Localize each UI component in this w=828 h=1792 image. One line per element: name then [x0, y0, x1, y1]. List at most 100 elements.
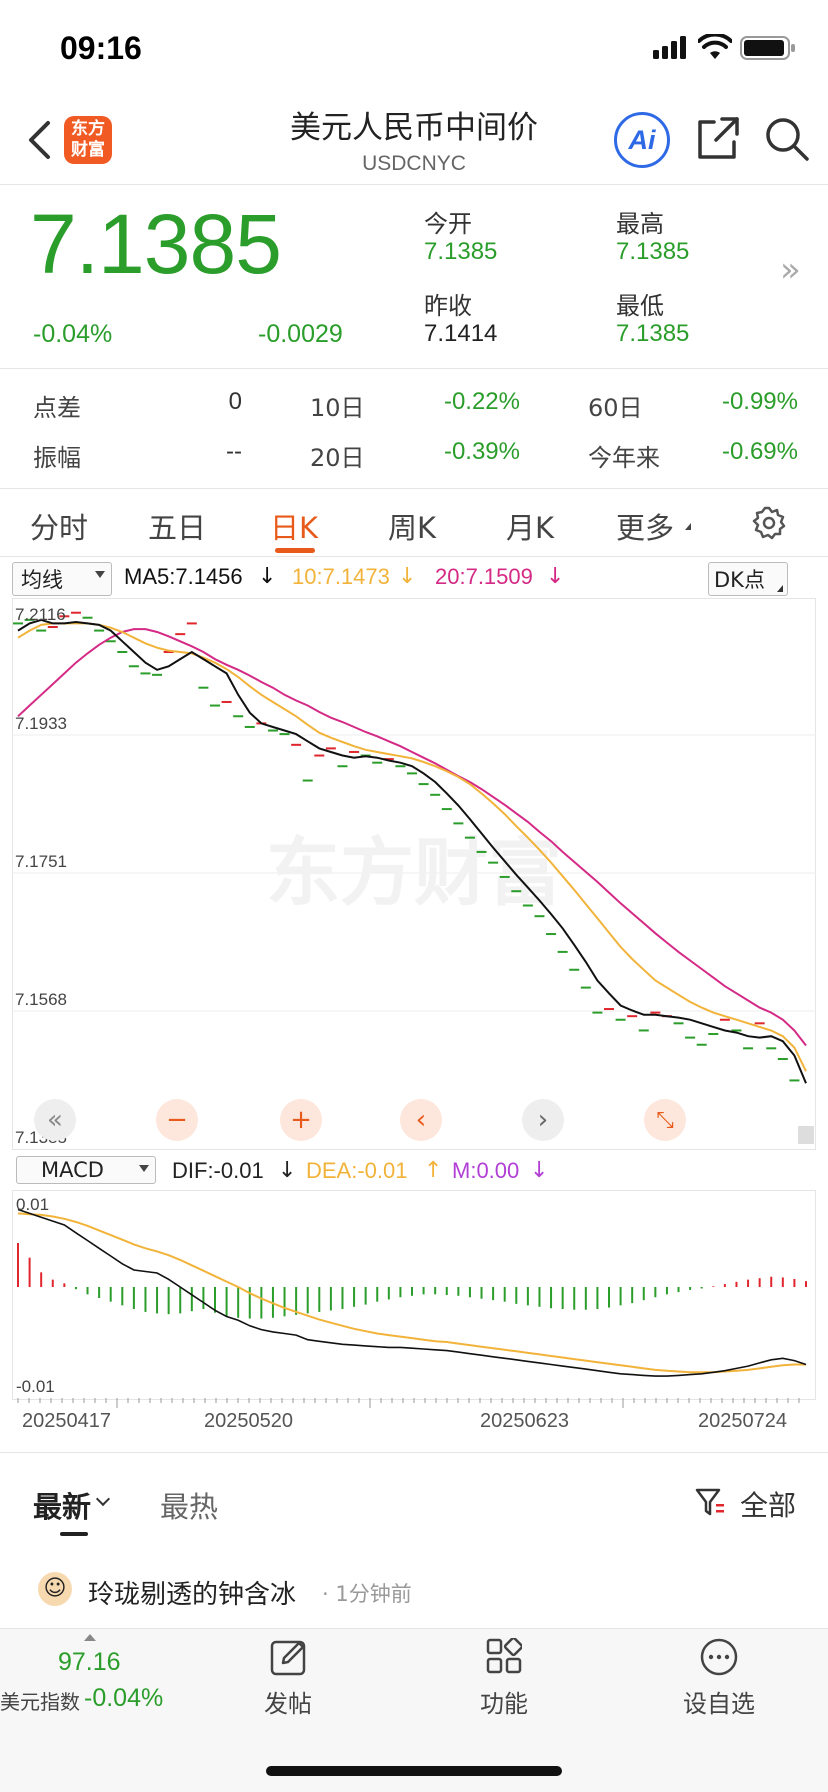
chart-watermark: 东方财富: [266, 830, 562, 916]
kline-frame: [12, 598, 816, 1150]
low-label: 最低: [616, 292, 664, 320]
bottom-toolbar: [0, 1628, 828, 1792]
macd-select-label: MACD: [41, 1158, 104, 1182]
logo-text-1: 东方: [71, 119, 105, 139]
ma5-line: [17, 618, 807, 1084]
stat-value-ytd: -0.69%: [721, 438, 798, 465]
stat-label-amplitude: 振幅: [33, 444, 81, 472]
scroll-left-button[interactable]: ‹: [400, 1099, 442, 1141]
ai-button[interactable]: Ai: [614, 112, 670, 168]
dk-caret-icon: [777, 585, 783, 592]
tab-five-day[interactable]: 五日: [148, 511, 207, 545]
m-down-arrow-icon: ↓: [530, 1158, 549, 1183]
scroll-left-fast-button[interactable]: «: [34, 1099, 76, 1141]
zoom-out-button[interactable]: −: [156, 1099, 198, 1141]
tab-more[interactable]: 更多: [616, 511, 675, 545]
kline-chart[interactable]: 东方财富 7.2116 7.1933 7.1751 7.1568 7.1385: [12, 598, 816, 1150]
low-value: 7.1385: [616, 320, 690, 347]
dollar-index-name[interactable]: 美元指数: [0, 1690, 80, 1714]
stat-value-spread: 0: [228, 388, 242, 415]
stat-label-ytd: 今年来: [588, 444, 660, 472]
dk-point-label: DK点: [714, 568, 765, 592]
dk-point-button[interactable]: DK点: [708, 562, 788, 596]
x-tick-label: 20250623: [480, 1410, 569, 1432]
app-logo: 东方 财富: [64, 116, 112, 164]
tab-weekly-k[interactable]: 周K: [388, 511, 437, 545]
prev-close-label: 昨收: [424, 292, 472, 320]
dif-legend: DIF:-0.01: [172, 1158, 264, 1183]
open-label: 今开: [424, 210, 472, 238]
ma5-legend: MA5:7.1456: [124, 564, 243, 589]
tab-intraday[interactable]: 分时: [30, 511, 89, 545]
current-price: 7.1385: [30, 197, 282, 291]
functions-grid-icon[interactable]: [486, 1638, 522, 1674]
search-icon[interactable]: [764, 116, 810, 162]
filter-icon[interactable]: [694, 1486, 726, 1518]
back-arrow-icon[interactable]: [26, 120, 52, 160]
change-percent: -0.04%: [33, 320, 113, 348]
select-caret-icon: [95, 571, 105, 578]
indicator-select[interactable]: 均线: [12, 562, 112, 596]
user-avatar[interactable]: ☺: [38, 1572, 72, 1606]
tab-daily-k[interactable]: 日K: [270, 511, 319, 545]
comment-time: · 1分钟前: [322, 1582, 412, 1606]
y-tick-label: 7.1751: [15, 852, 67, 871]
prev-close-value: 7.1414: [424, 320, 498, 347]
macd-chart[interactable]: 0.01 -0.01: [12, 1190, 816, 1400]
settings-gear-icon[interactable]: [752, 506, 786, 540]
expand-ticker-icon[interactable]: [84, 1634, 96, 1641]
m-legend: M:0.00: [452, 1158, 520, 1183]
post-label[interactable]: 发帖: [264, 1690, 312, 1718]
expand-quote-icon[interactable]: »: [780, 250, 801, 290]
home-indicator: [266, 1766, 562, 1776]
dif-line: [17, 1208, 807, 1377]
open-value: 7.1385: [424, 238, 498, 265]
tab-hot[interactable]: 最热: [160, 1490, 219, 1524]
x-tick-label: 20250520: [204, 1410, 293, 1432]
ma10-legend: 10:7.1473: [292, 564, 390, 589]
stat-label-spread: 点差: [33, 394, 81, 422]
dea-line: [17, 1212, 806, 1374]
stat-label-10d: 10日: [310, 394, 365, 422]
add-watchlist-icon[interactable]: [700, 1638, 738, 1676]
tab-latest[interactable]: 最新: [33, 1490, 92, 1524]
last-price-marker: [798, 1126, 814, 1144]
high-label: 最高: [616, 210, 664, 238]
y-tick-label: 7.1933: [15, 714, 67, 733]
macd-caret-icon: [139, 1165, 149, 1172]
dif-down-arrow-icon: ↓: [278, 1158, 297, 1183]
change-absolute: -0.0029: [258, 320, 343, 348]
y-tick-label: 7.1568: [15, 990, 67, 1009]
tab-monthly-k[interactable]: 月K: [506, 511, 555, 545]
stat-label-20d: 20日: [310, 444, 365, 472]
dollar-index-change[interactable]: -0.04%: [84, 1684, 164, 1712]
logo-text-2: 财富: [71, 140, 105, 160]
kline-gridlines: [12, 734, 816, 1012]
ma5-down-arrow-icon: ↓: [258, 564, 277, 589]
dea-legend: DEA:-0.01: [306, 1158, 408, 1183]
scroll-right-button[interactable]: ›: [522, 1099, 564, 1141]
quote-divider: [0, 368, 828, 369]
high-value: 7.1385: [616, 238, 690, 265]
tabs-divider: [0, 556, 828, 557]
dea-up-arrow-icon: ↑: [424, 1158, 443, 1183]
comment-username[interactable]: 玲珑剔透的钟含冰: [88, 1580, 297, 1610]
post-edit-icon[interactable]: [270, 1638, 308, 1676]
ai-label: Ai: [628, 125, 656, 155]
macd-select[interactable]: MACD: [16, 1156, 156, 1184]
active-tab-underline: [275, 548, 315, 553]
fullscreen-button[interactable]: ⤡: [644, 1099, 686, 1141]
share-icon[interactable]: [696, 116, 740, 160]
dollar-index-value[interactable]: 97.16: [58, 1648, 121, 1676]
filter-all-label[interactable]: 全部: [740, 1489, 797, 1522]
zoom-in-button[interactable]: +: [280, 1099, 322, 1141]
stat-value-60d: -0.99%: [721, 388, 798, 415]
indicator-select-label: 均线: [21, 568, 63, 592]
functions-label[interactable]: 功能: [480, 1690, 528, 1718]
stat-label-60d: 60日: [588, 394, 643, 422]
latest-chevron-icon: [95, 1491, 111, 1507]
macd-y-tick: -0.01: [16, 1377, 55, 1396]
x-tick-label: 20250724: [698, 1410, 787, 1432]
stat-value-20d: -0.39%: [443, 438, 520, 465]
add-watchlist-label[interactable]: 设自选: [683, 1690, 755, 1718]
